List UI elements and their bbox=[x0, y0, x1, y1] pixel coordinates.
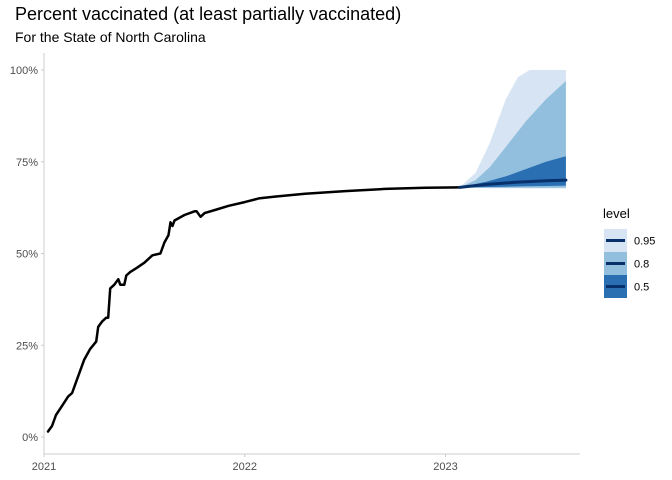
series-line-observed bbox=[46, 186, 461, 433]
x-tick-label: 2021 bbox=[32, 461, 56, 473]
y-tick-label: 0% bbox=[22, 432, 38, 444]
band-0.8 bbox=[459, 81, 566, 188]
band-0.5 bbox=[459, 156, 566, 188]
chart-title: Percent vaccinated (at least partially v… bbox=[15, 4, 402, 24]
y-tick-label: 75% bbox=[16, 157, 38, 169]
legend-title: level bbox=[603, 206, 630, 221]
series-line-forecast bbox=[458, 178, 568, 189]
chart-subtitle: For the State of North Carolina bbox=[15, 29, 206, 45]
x-tick-label: 2022 bbox=[233, 461, 257, 473]
y-tick-label: 100% bbox=[10, 65, 38, 77]
legend-label-0.5: 0.5 bbox=[634, 282, 649, 294]
legend-label-0.8: 0.8 bbox=[634, 259, 649, 271]
y-tick-label: 25% bbox=[16, 340, 38, 352]
x-tick-label: 2023 bbox=[433, 461, 457, 473]
legend-label-0.95: 0.95 bbox=[634, 236, 655, 248]
y-tick-label: 50% bbox=[16, 249, 38, 261]
